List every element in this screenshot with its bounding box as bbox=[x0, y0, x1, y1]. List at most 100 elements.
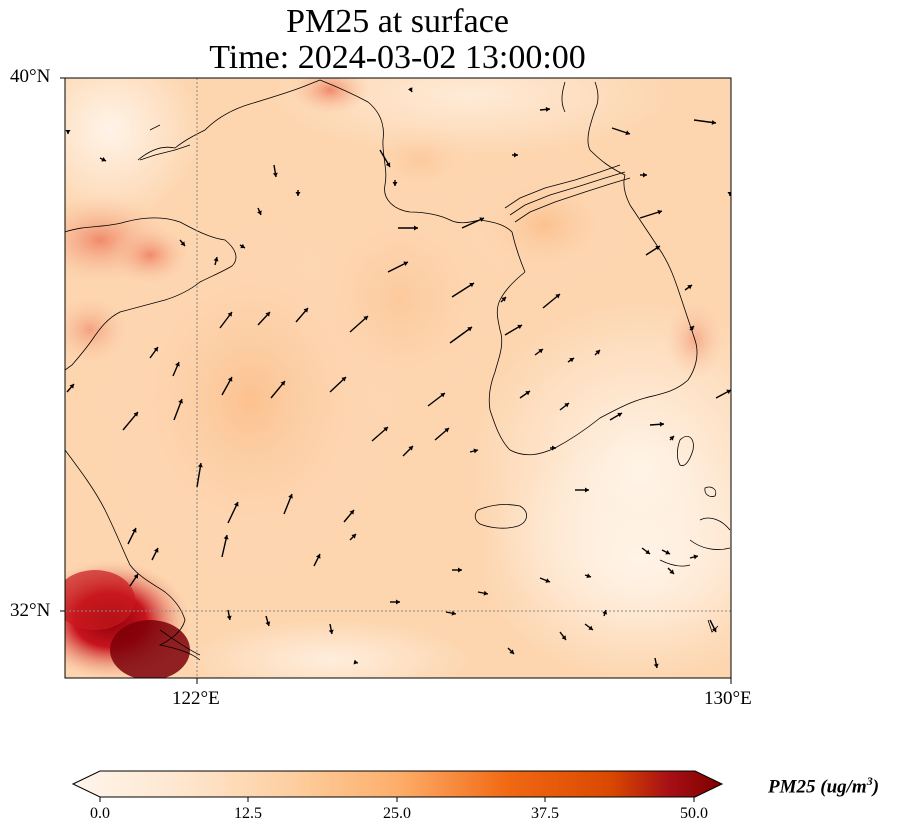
wind-vector-head bbox=[363, 316, 368, 321]
wind-vector-head bbox=[653, 663, 659, 668]
wind-vector-head bbox=[617, 412, 622, 418]
wind-vector-head bbox=[303, 308, 308, 313]
wind-vector-head bbox=[483, 590, 488, 596]
wind-vector-head bbox=[514, 152, 518, 158]
wind-vector-head bbox=[131, 528, 137, 533]
lon-label-130e: 130°E bbox=[704, 688, 752, 709]
wind-vector-head bbox=[564, 403, 569, 408]
wind-vector-head bbox=[408, 446, 413, 451]
map-title: PM25 at surface bbox=[286, 3, 509, 40]
wind-vector-head bbox=[265, 312, 270, 317]
wind-vector-head bbox=[479, 217, 484, 222]
colorbar-tick-3: 37.5 bbox=[531, 805, 559, 822]
wind-vector-head bbox=[687, 285, 692, 290]
wind-vector-head bbox=[407, 87, 413, 92]
colorbar-tick-1: 12.5 bbox=[234, 805, 262, 822]
colorbar-tick-0: 0.0 bbox=[90, 805, 110, 822]
wind-vector-head bbox=[178, 399, 183, 404]
wind-vector-head bbox=[240, 243, 245, 249]
wind-vector-head bbox=[467, 327, 472, 332]
wind-vector-head bbox=[69, 384, 74, 389]
wind-vectors bbox=[65, 87, 731, 669]
wind-vector-head bbox=[175, 362, 180, 367]
wind-vector-head bbox=[385, 162, 391, 167]
wind-vector-head bbox=[525, 391, 530, 396]
wind-vector-head bbox=[414, 225, 418, 231]
wind-vector-head bbox=[561, 635, 566, 640]
wind-vector-head bbox=[227, 377, 233, 382]
wind-vector-head bbox=[665, 549, 670, 555]
pm25-map bbox=[60, 77, 732, 684]
wind-vector-head bbox=[349, 510, 354, 515]
wind-vector-head bbox=[689, 326, 694, 331]
wind-vector-head bbox=[555, 294, 560, 299]
wind-vector-head bbox=[396, 599, 400, 605]
wind-vector-head bbox=[444, 428, 449, 433]
wind-vector-head bbox=[545, 578, 550, 583]
wind-vector-head bbox=[552, 445, 556, 451]
wind-vector bbox=[449, 326, 473, 344]
colorbar-tick-4: 50.0 bbox=[680, 805, 708, 822]
wind-vector-head bbox=[315, 554, 321, 559]
wind-vector-head bbox=[602, 610, 608, 615]
wind-vector-head bbox=[726, 389, 731, 395]
wind-vector-head bbox=[133, 412, 138, 417]
wind-vector-head bbox=[180, 241, 185, 246]
wind-vector-head bbox=[234, 502, 239, 507]
lat-label-32n: 32°N bbox=[10, 600, 51, 621]
wind-vector-head bbox=[501, 297, 506, 302]
wind-vector-head bbox=[257, 210, 262, 215]
wind-vector-head bbox=[328, 629, 334, 634]
wind-vector-head bbox=[595, 350, 600, 355]
wind-vector-head bbox=[451, 610, 456, 616]
wind-vector-head bbox=[341, 377, 346, 382]
wind-vector-head bbox=[538, 349, 543, 354]
wind-vector-head bbox=[403, 261, 408, 267]
wind-vector-head bbox=[458, 567, 462, 573]
wind-vector-head bbox=[643, 172, 647, 178]
wind-vector-head bbox=[226, 615, 232, 620]
wind-vector bbox=[461, 217, 485, 229]
wind-vector-head bbox=[659, 421, 664, 427]
wind-vector-head bbox=[392, 182, 398, 186]
wind-vector bbox=[196, 462, 202, 488]
wind-vector-head bbox=[288, 494, 293, 499]
wind-vector-head bbox=[586, 573, 591, 579]
wind-vector-head bbox=[625, 130, 630, 136]
wind-vector-head bbox=[727, 192, 731, 196]
colorbar-label: PM25 (ug/m3) bbox=[768, 774, 880, 798]
wind-vector-head bbox=[440, 393, 445, 398]
wind-vector-head bbox=[280, 381, 285, 386]
pm25-field bbox=[65, 78, 731, 678]
wind-vector-head bbox=[711, 119, 716, 125]
wind-vector-head bbox=[569, 358, 574, 363]
wind-vector-head bbox=[265, 621, 271, 626]
wind-vector-head bbox=[213, 257, 219, 262]
wind-vector-head bbox=[473, 448, 478, 454]
wind-vector-head bbox=[295, 192, 301, 196]
wind-vector-head bbox=[65, 130, 71, 134]
wind-vector-head bbox=[585, 487, 589, 493]
wind-vector-head bbox=[227, 312, 232, 317]
wind-vector-head bbox=[353, 659, 358, 665]
wind-vector-head bbox=[655, 246, 660, 251]
wind-vector-head bbox=[588, 625, 593, 630]
colorbar-tick-2: 25.0 bbox=[383, 805, 411, 822]
wind-vector-head bbox=[133, 574, 138, 579]
wind-vector-head bbox=[197, 463, 203, 468]
wind-vector bbox=[451, 282, 475, 298]
wind-vector-head bbox=[383, 427, 388, 432]
wind-vector-head bbox=[223, 535, 229, 540]
coastlines bbox=[65, 79, 731, 661]
wind-vector-head bbox=[153, 548, 159, 553]
map-frame bbox=[64, 77, 732, 679]
wind-vector-head bbox=[517, 324, 522, 330]
wind-vector-head bbox=[509, 649, 514, 654]
wind-vector-head bbox=[153, 347, 158, 352]
wind-vector bbox=[349, 315, 369, 333]
wind-vector-head bbox=[669, 569, 674, 574]
map-subtitle: Time: 2024-03-02 13:00:00 bbox=[209, 39, 586, 76]
wind-vector-head bbox=[272, 172, 278, 177]
wind-vector-head bbox=[711, 627, 717, 632]
